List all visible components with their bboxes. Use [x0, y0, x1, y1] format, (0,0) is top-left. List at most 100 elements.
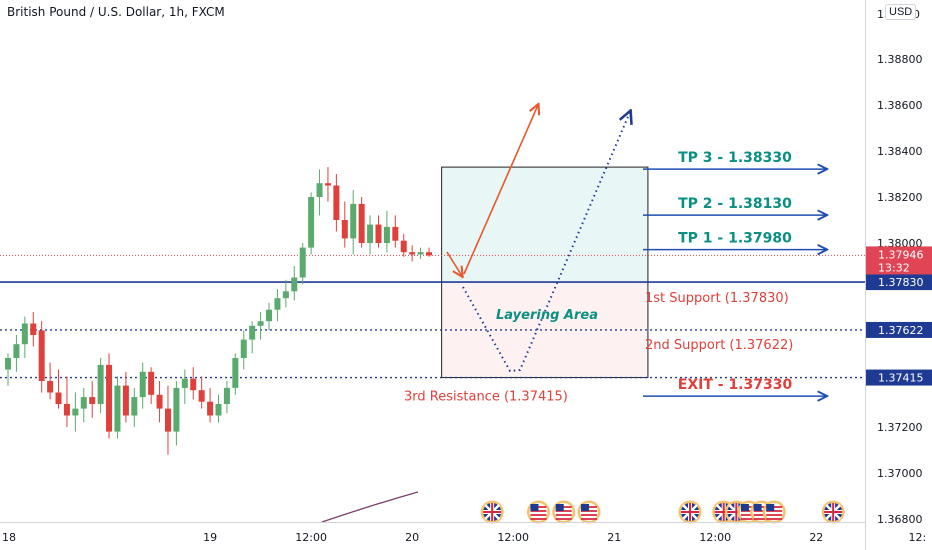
- candle-body: [21, 323, 28, 345]
- candle-body: [299, 247, 306, 278]
- candle-body: [392, 226, 399, 241]
- candle-body: [257, 321, 264, 326]
- exit-label: EXIT - 1.37330: [678, 377, 793, 393]
- y-tick-label: 1.37000: [877, 467, 923, 480]
- candle-body: [38, 330, 45, 381]
- flag-canton: [530, 504, 539, 511]
- us-flag-icon: [577, 500, 601, 524]
- candle-body: [190, 378, 197, 391]
- price-tag: [866, 321, 932, 338]
- y-tick-label: 1.36800: [877, 513, 923, 526]
- candle-body: [350, 203, 357, 239]
- candle-body: [30, 323, 37, 335]
- x-tick-label: 12:00: [699, 531, 731, 544]
- candle-body: [173, 387, 180, 432]
- current-price-tag: [866, 246, 932, 275]
- uk-flag-icon: [480, 500, 504, 524]
- candle-body: [5, 358, 11, 370]
- candle-body: [207, 401, 214, 416]
- current-price-label: 1.37946: [878, 248, 924, 261]
- flag-canton: [555, 504, 564, 511]
- candle-body: [291, 277, 298, 292]
- time-axis-separator: [0, 522, 865, 523]
- candle-body: [409, 252, 416, 255]
- price-tag: [866, 369, 932, 386]
- candle-body: [181, 378, 188, 388]
- third-resistance-label: 3rd Resistance (1.37415): [404, 390, 568, 405]
- candle-body: [80, 397, 87, 409]
- candle-body: [266, 309, 273, 322]
- candle-body: [383, 226, 390, 243]
- candle-body: [358, 203, 365, 243]
- candle-body: [324, 183, 331, 186]
- us-flag-icon: [762, 500, 786, 524]
- uk-flag-icon: [821, 500, 845, 524]
- y-tick-label: 1.38600: [877, 99, 923, 112]
- candle-body: [131, 397, 138, 416]
- x-tick-label: 21: [607, 531, 621, 544]
- candle-body: [316, 183, 323, 197]
- price-tag: [866, 274, 932, 291]
- candle-body: [89, 397, 96, 404]
- candle-body: [400, 240, 407, 253]
- candle-countdown: 13:32: [878, 261, 910, 274]
- y-tick-label: 1.38200: [877, 191, 923, 204]
- price-tag-label: 1.37622: [878, 324, 924, 337]
- candle-body: [72, 408, 79, 416]
- zone-border: [441, 166, 649, 379]
- flag-canton: [753, 504, 762, 511]
- x-tick-label: 18: [2, 531, 16, 544]
- flag-canton: [580, 504, 589, 511]
- x-tick-label: 20: [405, 531, 419, 544]
- layering-projection-arrow: [462, 112, 630, 373]
- second-support-label: 2nd Support (1.37622): [645, 338, 793, 353]
- price-tag-label: 1.37830: [878, 276, 924, 289]
- flag-canton: [740, 504, 749, 511]
- first-support-label: 1st Support (1.37830): [645, 291, 789, 306]
- candle-body: [106, 364, 113, 432]
- price-axis-separator: [865, 0, 866, 550]
- us-flag-icon: [552, 500, 576, 524]
- target-zone-box: [441, 167, 648, 283]
- currency-label: USD: [889, 6, 913, 18]
- price-tag-label: 1.37415: [878, 372, 924, 385]
- candle-body: [148, 371, 155, 395]
- pullback-arrow: [446, 251, 462, 276]
- candle-body: [240, 339, 247, 358]
- currency-button[interactable]: USD: [885, 4, 917, 20]
- candle-body: [426, 252, 432, 256]
- tp3-label: TP 3 - 1.38330: [678, 150, 792, 166]
- y-tick-label: 1.38400: [877, 145, 923, 158]
- flag-canton: [766, 504, 775, 511]
- y-tick-label: 1.37200: [877, 421, 923, 434]
- candle-body: [13, 344, 20, 358]
- candle-body: [47, 381, 54, 393]
- x-tick-label: 22: [809, 531, 823, 544]
- tp1-label: TP 1 - 1.37980: [678, 231, 792, 247]
- y-tick-label: 1: [877, 8, 884, 21]
- symbol-title[interactable]: British Pound / U.S. Dollar, 1h, FXCM: [7, 5, 225, 19]
- layering-area-label: Layering Area: [496, 308, 598, 323]
- tp2-label: TP 2 - 1.38130: [678, 196, 792, 212]
- candle-body: [308, 197, 315, 248]
- uk-flag-icon: [678, 500, 702, 524]
- candle-body: [375, 224, 382, 243]
- candle-body: [55, 392, 62, 404]
- candle-body: [223, 387, 230, 404]
- candle-body: [97, 364, 104, 404]
- candle-body: [274, 298, 281, 310]
- y-tick-label: 1.38800: [877, 53, 923, 66]
- x-tick-label: 19: [203, 531, 217, 544]
- candle-body: [215, 404, 222, 416]
- candle-body: [417, 252, 424, 255]
- x-tick-label: 12:00: [295, 531, 327, 544]
- us-flag-icon: [526, 500, 550, 524]
- candle-body: [122, 385, 129, 416]
- candle-body: [156, 394, 163, 409]
- x-tick-label: 12:: [909, 531, 927, 544]
- y-tick-label: 0: [913, 8, 920, 21]
- candle-body: [232, 358, 239, 388]
- candle-body: [333, 185, 340, 220]
- x-tick-label: 12:00: [497, 531, 529, 544]
